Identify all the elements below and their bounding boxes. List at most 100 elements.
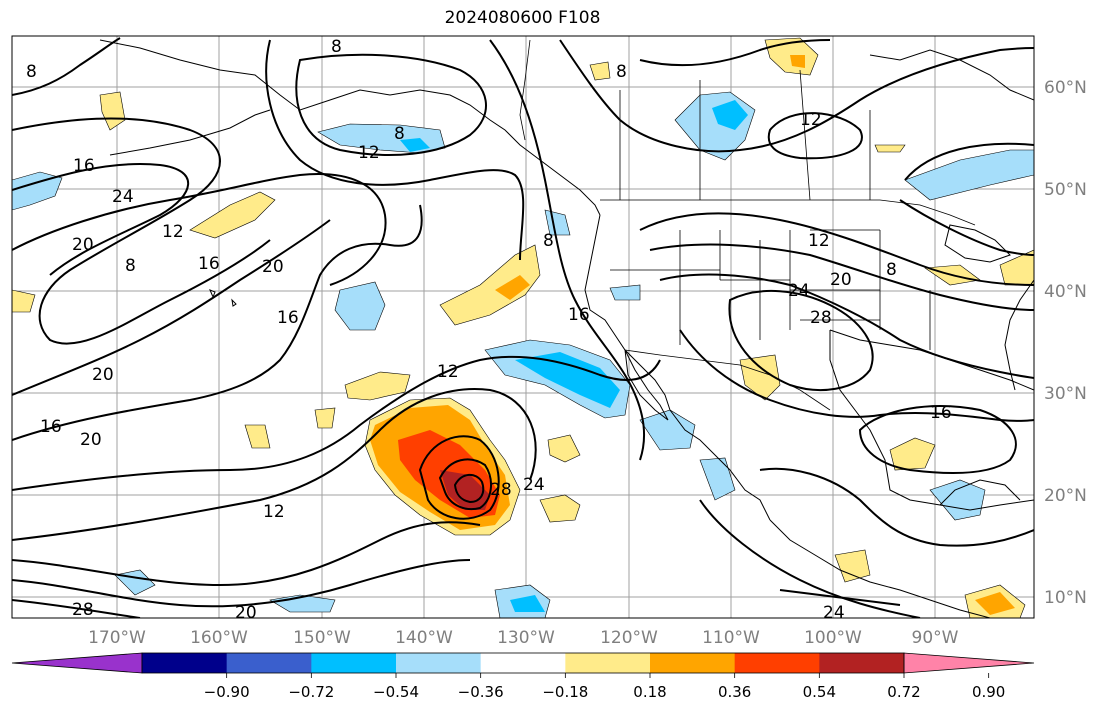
warm-region bbox=[874, 144, 906, 153]
colorbar bbox=[11, 652, 1035, 674]
blue-region-core bbox=[515, 352, 620, 408]
contour-line bbox=[12, 355, 661, 491]
contour-label: 8 bbox=[394, 124, 405, 144]
warm-region bbox=[547, 434, 581, 463]
contour-label: 8 bbox=[26, 62, 37, 82]
contour-line bbox=[559, 39, 1034, 153]
warm-region bbox=[244, 424, 271, 449]
contour-line bbox=[453, 473, 485, 504]
contour-label: 12 bbox=[800, 110, 822, 130]
warm-region bbox=[99, 91, 126, 131]
warm-region bbox=[439, 244, 541, 326]
colorbar-tick-label: −0.36 bbox=[458, 683, 504, 701]
blue-region bbox=[904, 149, 1034, 201]
province-line bbox=[619, 69, 871, 201]
colorbar-tick-label: 0.36 bbox=[718, 683, 751, 701]
longitude-label: 150°W bbox=[293, 628, 351, 648]
contour-line bbox=[12, 37, 121, 96]
contour-label: 8 bbox=[125, 256, 136, 276]
gulf-of-mexico-coast bbox=[829, 330, 1034, 511]
contour-label: 20 bbox=[92, 365, 114, 385]
blue-region-core bbox=[510, 595, 545, 612]
contour-label: 12 bbox=[808, 231, 830, 251]
latitude-label: 10°N bbox=[1044, 588, 1087, 608]
contour-line bbox=[12, 173, 387, 286]
longitude-label: 130°W bbox=[497, 628, 555, 648]
warm-region bbox=[344, 371, 411, 401]
colorbar-segment bbox=[650, 653, 736, 673]
longitude-labels: 170°W 160°W 150°W 140°W 130°W 120°W 110°W 100°W… bbox=[88, 628, 959, 648]
contour-label: 20 bbox=[830, 270, 852, 290]
contour-label: 16 bbox=[73, 156, 95, 176]
warm-region bbox=[12, 289, 36, 313]
contour-label: 16 bbox=[198, 254, 220, 274]
colorbar-extend-low bbox=[11, 652, 143, 674]
aleutian-chain bbox=[109, 109, 271, 156]
colorbar-tick-label: −0.90 bbox=[204, 683, 250, 701]
contour-line bbox=[295, 53, 487, 156]
blue-region bbox=[639, 409, 696, 451]
contour-label: 24 bbox=[112, 187, 134, 207]
contour-line bbox=[699, 499, 921, 618]
longitude-label: 120°W bbox=[600, 628, 658, 648]
contour-label: 28 bbox=[72, 600, 94, 620]
contour-line bbox=[858, 405, 1017, 474]
colorbar-segment bbox=[734, 653, 820, 673]
west-coast bbox=[584, 214, 771, 521]
warm-region-orange bbox=[495, 275, 530, 300]
contour-line bbox=[728, 290, 874, 391]
contour-label: 28 bbox=[810, 308, 832, 328]
colorbar-outline bbox=[141, 652, 905, 674]
contour-label: 24 bbox=[523, 475, 545, 495]
warm-region bbox=[739, 354, 781, 401]
warm-region bbox=[834, 549, 871, 583]
blue-region-core bbox=[712, 100, 748, 130]
contour-label: 12 bbox=[263, 502, 285, 522]
colorbar-tick-label: 0.72 bbox=[887, 683, 920, 701]
colorbar-segment bbox=[396, 653, 482, 673]
contour-line bbox=[759, 467, 1034, 547]
colorbar-tick-label: −0.72 bbox=[288, 683, 334, 701]
warm-region bbox=[539, 494, 581, 523]
latitude-labels: 60°N 50°N 40°N 30°N 20°N 10°N bbox=[1044, 78, 1087, 608]
colorbar-tick-labels: −0.90 −0.72 −0.54 −0.36 −0.18 0.18 0.36 0.54 0.7… bbox=[204, 673, 1005, 701]
contour-label: 8 bbox=[543, 231, 554, 251]
contour-label: 16 bbox=[568, 305, 590, 325]
colorbar-tick-label: 0.18 bbox=[633, 683, 666, 701]
contour-line bbox=[438, 458, 492, 511]
latitude-label: 30°N bbox=[1044, 384, 1087, 404]
warm-region-orange bbox=[975, 592, 1015, 615]
longitude-label: 140°W bbox=[395, 628, 453, 648]
alaska-coast bbox=[99, 39, 601, 216]
colorbar-segment bbox=[565, 653, 651, 673]
contour-line bbox=[418, 435, 500, 520]
latitude-label: 20°N bbox=[1044, 486, 1087, 506]
contour-line bbox=[265, 39, 525, 261]
longitude-label: 170°W bbox=[88, 628, 146, 648]
contour-label-layer: 8 8 8 8 12 12 12 12 12 16 16 16 16 16 20… bbox=[26, 37, 952, 620]
great-lakes bbox=[944, 224, 1011, 263]
political-borders bbox=[519, 39, 976, 411]
warm-region bbox=[189, 191, 276, 239]
colorbar-tick-label: −0.54 bbox=[373, 683, 419, 701]
contour-line bbox=[12, 163, 190, 276]
contour-label: 20 bbox=[72, 235, 94, 255]
yucatan-coast bbox=[939, 479, 1021, 506]
colorbar-segment bbox=[226, 653, 312, 673]
warm-region bbox=[314, 407, 336, 429]
contour-line bbox=[679, 329, 1034, 422]
map-frame bbox=[11, 35, 1035, 619]
contour-label: 20 bbox=[80, 430, 102, 450]
longitude-label: 110°W bbox=[702, 628, 760, 648]
contour-line bbox=[659, 273, 1034, 379]
contour-line bbox=[489, 39, 646, 461]
blue-region bbox=[334, 281, 386, 331]
map-content: 8 8 8 8 12 12 12 12 12 16 16 16 16 16 20… bbox=[12, 36, 1034, 620]
contour-label: 20 bbox=[262, 257, 284, 277]
colorbar-tick-label: 0.90 bbox=[972, 683, 1005, 701]
contour-line bbox=[904, 142, 1034, 181]
us-canada-border bbox=[600, 199, 976, 226]
contour-label: 8 bbox=[331, 37, 342, 57]
